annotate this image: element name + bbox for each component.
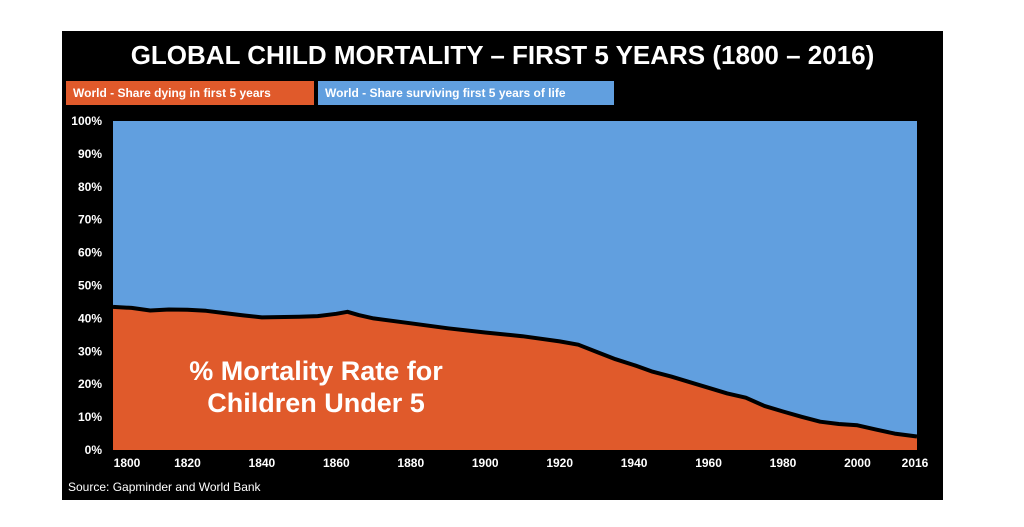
y-tick-label: 0% <box>85 443 103 457</box>
annotation-line-2: Children Under 5 <box>207 388 425 418</box>
x-tick-label: 1940 <box>621 456 648 470</box>
legend-item-surviving: World - Share surviving first 5 years of… <box>318 81 614 105</box>
y-tick-label: 30% <box>78 344 102 358</box>
y-tick-label: 100% <box>71 114 102 128</box>
source-note: Source: Gapminder and World Bank <box>68 480 261 494</box>
legend-item-dying: World - Share dying in first 5 years <box>66 81 314 105</box>
chart-title: GLOBAL CHILD MORTALITY – FIRST 5 YEARS (… <box>130 40 875 70</box>
y-tick-label: 20% <box>78 377 102 391</box>
x-tick-label: 1960 <box>695 456 722 470</box>
x-tick-label: 1980 <box>770 456 797 470</box>
y-tick-label: 10% <box>78 410 102 424</box>
y-axis: 0% 10% 20% 30% 40% 50% 60% 70% 80% 90% 100% <box>71 114 102 457</box>
y-tick-label: 60% <box>78 246 102 260</box>
x-tick-label: 2016 <box>902 456 929 470</box>
x-tick-label: 2000 <box>844 456 871 470</box>
x-tick-label: 1920 <box>546 456 573 470</box>
x-tick-label: 1840 <box>249 456 276 470</box>
boundary-line <box>112 304 918 439</box>
dying-area <box>113 306 917 450</box>
x-axis: 1800 1820 1840 1860 1880 1900 1920 1940 1960 1980… <box>114 456 929 470</box>
annotation-line-1: % Mortality Rate for <box>189 356 443 386</box>
y-tick-label: 70% <box>78 213 102 227</box>
y-tick-label: 50% <box>78 279 102 293</box>
y-tick-label: 90% <box>78 147 102 161</box>
x-tick-label: 1800 <box>114 456 141 470</box>
x-tick-label: 1860 <box>323 456 350 470</box>
x-tick-label: 1820 <box>174 456 201 470</box>
y-tick-label: 80% <box>78 180 102 194</box>
y-tick-label: 40% <box>78 311 102 325</box>
x-tick-label: 1880 <box>397 456 424 470</box>
x-tick-label: 1900 <box>472 456 499 470</box>
